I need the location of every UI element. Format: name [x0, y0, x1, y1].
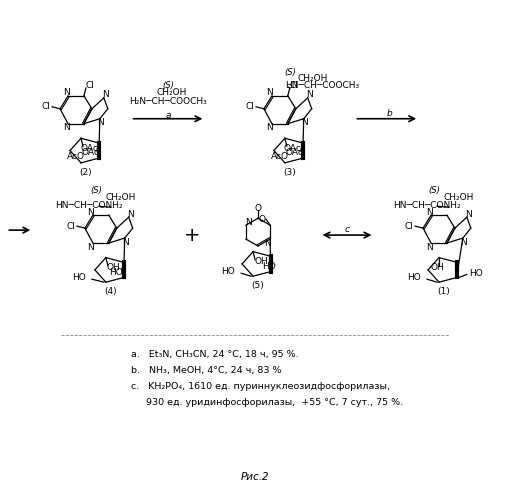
Text: OH: OH: [253, 257, 267, 266]
Text: b.   NH₃, MeOH, 4°C, 24 ч, 83 %: b. NH₃, MeOH, 4°C, 24 ч, 83 %: [130, 366, 280, 375]
Text: (S): (S): [427, 186, 439, 195]
Text: N: N: [263, 238, 270, 248]
Text: c.   KH₂PO₄, 1610 ед. пуриннуклеозидфосфорилазы,: c. KH₂PO₄, 1610 ед. пуриннуклеозидфосфор…: [130, 382, 389, 390]
Text: HO: HO: [108, 268, 122, 276]
Text: (1): (1): [437, 288, 449, 296]
Text: HN─CH─CONH₂: HN─CH─CONH₂: [392, 200, 460, 210]
Text: (3): (3): [283, 168, 296, 177]
Text: (4): (4): [104, 288, 117, 296]
Text: (S): (S): [162, 82, 174, 90]
Text: (S): (S): [90, 186, 102, 195]
Text: Cl: Cl: [245, 102, 253, 112]
Text: +: +: [184, 226, 200, 244]
Text: (2): (2): [79, 168, 92, 177]
Text: N: N: [245, 218, 252, 226]
Text: N: N: [301, 118, 307, 127]
Text: Cl: Cl: [66, 222, 75, 230]
Text: N: N: [460, 238, 466, 246]
Text: CH₂OH: CH₂OH: [297, 74, 327, 84]
Text: Cl: Cl: [404, 222, 412, 230]
Text: HO: HO: [468, 269, 482, 278]
Text: N: N: [266, 88, 273, 98]
Text: OAc: OAc: [80, 144, 98, 152]
Text: N: N: [306, 90, 313, 100]
Text: a: a: [165, 112, 171, 120]
Text: O: O: [258, 214, 265, 224]
Text: AcO: AcO: [67, 152, 84, 160]
Text: N: N: [425, 208, 432, 216]
Text: N: N: [97, 118, 104, 127]
Text: OAc: OAc: [82, 148, 100, 158]
Text: HO: HO: [407, 272, 420, 281]
Text: Рис.2: Рис.2: [240, 472, 269, 482]
Text: HO: HO: [221, 266, 235, 276]
Text: Cl: Cl: [289, 82, 298, 90]
Text: OH: OH: [429, 263, 443, 272]
Text: CH₂OH: CH₂OH: [105, 193, 136, 202]
Text: N: N: [102, 90, 109, 100]
Text: Cl: Cl: [86, 82, 95, 90]
Text: CH₂OH: CH₂OH: [443, 193, 473, 202]
Text: N: N: [465, 210, 471, 218]
Text: (5): (5): [251, 282, 264, 290]
Text: Cl: Cl: [41, 102, 50, 112]
Text: N: N: [127, 210, 134, 218]
Text: OH: OH: [107, 263, 121, 272]
Text: N: N: [266, 123, 273, 132]
Text: N: N: [425, 242, 432, 252]
Text: N: N: [122, 238, 129, 246]
Text: HO: HO: [72, 272, 86, 281]
Text: AcO: AcO: [270, 152, 288, 160]
Text: OAc: OAc: [285, 148, 303, 158]
Text: N: N: [63, 88, 69, 98]
Text: OAc: OAc: [284, 144, 301, 152]
Text: N: N: [63, 123, 69, 132]
Text: H₂N─CH─COOCH₃: H₂N─CH─COOCH₃: [129, 98, 207, 106]
Text: HO: HO: [262, 262, 275, 271]
Text: c: c: [344, 224, 349, 234]
Text: N: N: [88, 208, 94, 216]
Text: 930 ед. уридинфосфорилазы,  +55 °C, 7 сут., 75 %.: 930 ед. уридинфосфорилазы, +55 °C, 7 сут…: [130, 398, 402, 406]
Text: a.   Et₃N, CH₃CN, 24 °C, 18 ч, 95 %.: a. Et₃N, CH₃CN, 24 °C, 18 ч, 95 %.: [130, 350, 298, 359]
Text: (S): (S): [284, 68, 295, 78]
Text: HN─CH─COOCH₃: HN─CH─COOCH₃: [285, 82, 358, 90]
Text: b: b: [386, 110, 391, 118]
Text: HN─CH─CONH₂: HN─CH─CONH₂: [55, 200, 123, 210]
Text: CH₂OH: CH₂OH: [156, 88, 186, 98]
Text: N: N: [88, 242, 94, 252]
Text: O: O: [254, 204, 261, 212]
